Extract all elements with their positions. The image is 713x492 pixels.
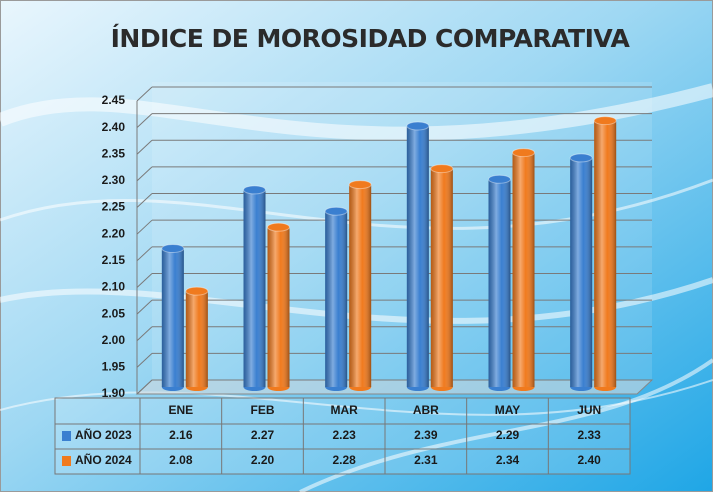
value-label: 2.39 xyxy=(414,428,438,442)
bar-shade xyxy=(431,169,453,387)
bar-shade xyxy=(570,158,592,387)
x-tick-label: MAR xyxy=(331,403,359,417)
y-tick-label: 2.45 xyxy=(102,93,126,107)
bar-shade xyxy=(268,227,290,387)
legend-label: AÑO 2023 xyxy=(75,427,132,442)
bar-shade xyxy=(407,126,429,387)
y-tick-label: 1.90 xyxy=(102,386,126,400)
y-tick-label: 2.35 xyxy=(102,146,126,160)
value-label: 2.23 xyxy=(332,428,356,442)
legend-label: AÑO 2024 xyxy=(75,452,132,467)
value-label: 2.34 xyxy=(496,453,520,467)
bar-top xyxy=(489,175,511,183)
y-tick-label: 1.95 xyxy=(102,360,126,374)
value-label: 2.33 xyxy=(577,428,601,442)
bar-top xyxy=(186,287,208,295)
y-tick-label: 2.30 xyxy=(102,173,126,187)
value-label: 2.27 xyxy=(251,428,275,442)
value-label: 2.20 xyxy=(251,453,275,467)
value-label: 2.40 xyxy=(577,453,601,467)
bar-top xyxy=(162,244,184,252)
bar-top xyxy=(407,122,429,130)
bar-top xyxy=(594,117,616,125)
bar-top xyxy=(513,149,535,157)
x-tick-label: ABR xyxy=(413,403,439,417)
value-label: 2.29 xyxy=(496,428,520,442)
x-tick-label: JUN xyxy=(577,403,601,417)
bar-shade xyxy=(244,190,266,387)
value-label: 2.08 xyxy=(169,453,193,467)
bar-shade xyxy=(349,185,371,387)
legend-swatch xyxy=(62,431,71,441)
value-label: 2.16 xyxy=(169,428,193,442)
y-tick-label: 2.15 xyxy=(102,253,126,267)
y-tick-label: 2.25 xyxy=(102,200,126,214)
chart: ÍNDICE DE MOROSIDAD COMPARATIVA 1.90 1.95… xyxy=(0,0,713,492)
bar-top xyxy=(431,165,453,173)
chart-title: ÍNDICE DE MOROSIDAD COMPARATIVA xyxy=(111,24,631,53)
bar-top xyxy=(325,207,347,215)
value-label: 2.28 xyxy=(332,453,356,467)
value-label: 2.31 xyxy=(414,453,438,467)
bar-top xyxy=(268,223,290,231)
bar-shade xyxy=(162,248,184,387)
bar-shade xyxy=(489,179,511,387)
y-tick-label: 2.05 xyxy=(102,306,126,320)
y-tick-label: 2.20 xyxy=(102,226,126,240)
bar-top xyxy=(349,181,371,189)
y-tick-label: 2.10 xyxy=(102,280,126,294)
bar-shade xyxy=(594,121,616,387)
x-tick-label: ENE xyxy=(168,403,193,417)
y-tick-label: 2.00 xyxy=(102,333,126,347)
bar-shade xyxy=(186,291,208,387)
y-tick-label: 2.40 xyxy=(102,120,126,134)
legend-swatch xyxy=(62,456,71,466)
bar-top xyxy=(244,186,266,194)
x-tick-label: FEB xyxy=(251,403,275,417)
bar-shade xyxy=(513,153,535,387)
x-tick-label: MAY xyxy=(495,403,521,417)
bar-shade xyxy=(325,211,347,387)
bar-top xyxy=(570,154,592,162)
